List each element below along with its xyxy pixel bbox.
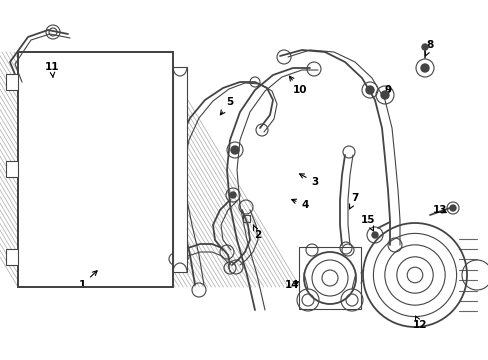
Circle shape xyxy=(229,192,236,198)
Circle shape xyxy=(380,91,388,99)
Text: 13: 13 xyxy=(432,205,447,215)
Circle shape xyxy=(371,232,377,238)
Text: 9: 9 xyxy=(384,85,391,95)
Text: 14: 14 xyxy=(284,280,299,290)
Circle shape xyxy=(420,64,428,72)
Bar xyxy=(18,52,173,287)
Text: 2: 2 xyxy=(253,225,261,240)
Text: 5: 5 xyxy=(220,97,233,115)
Text: 15: 15 xyxy=(360,215,374,231)
Bar xyxy=(6,249,18,265)
Circle shape xyxy=(449,205,455,211)
Bar xyxy=(6,161,18,177)
Bar xyxy=(298,247,360,309)
Text: 7: 7 xyxy=(349,193,358,209)
Text: 1: 1 xyxy=(78,271,97,290)
Circle shape xyxy=(365,86,373,94)
Text: 12: 12 xyxy=(412,316,427,330)
Text: 10: 10 xyxy=(289,76,306,95)
Text: 6: 6 xyxy=(181,253,188,263)
Bar xyxy=(18,52,173,287)
Bar xyxy=(6,74,18,90)
Circle shape xyxy=(421,44,427,50)
Text: 3: 3 xyxy=(299,174,318,187)
Text: 11: 11 xyxy=(45,62,59,78)
Circle shape xyxy=(230,146,239,154)
Text: 8: 8 xyxy=(424,40,433,56)
Bar xyxy=(173,67,186,272)
Text: 4: 4 xyxy=(291,199,308,210)
